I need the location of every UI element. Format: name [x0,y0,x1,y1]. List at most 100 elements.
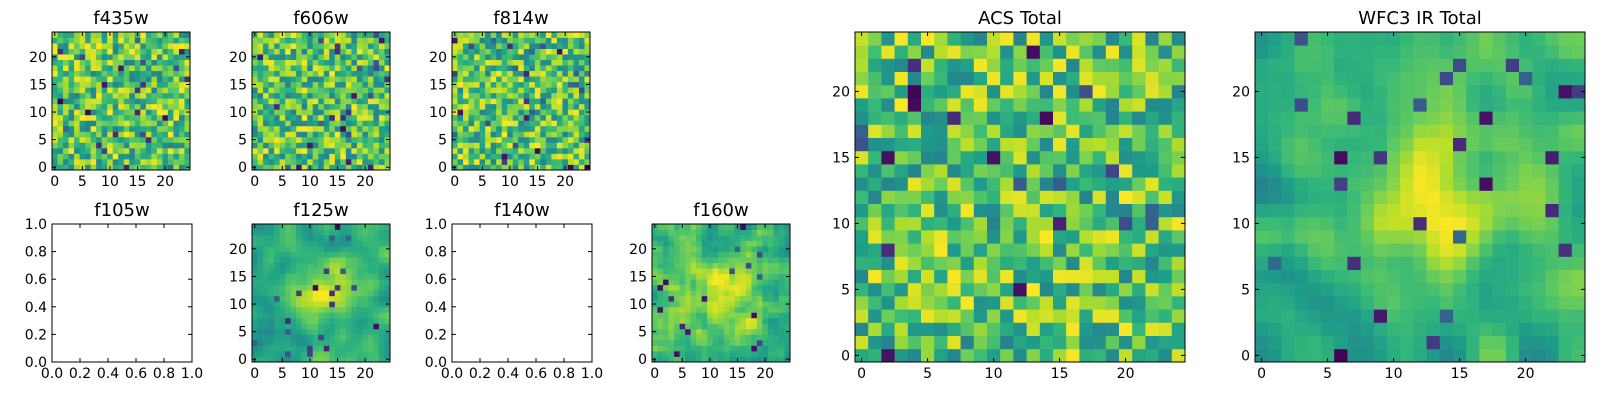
heatmap-cell [351,109,358,116]
heatmap-cell [290,328,297,335]
heatmap-cell [652,323,658,330]
heatmap-cell [312,323,319,330]
heatmap-cell [734,295,741,302]
heatmap-cell [384,37,391,44]
heatmap-cell [562,92,569,99]
heatmap-cell [340,120,347,127]
heatmap-cell [474,81,480,88]
heatmap-cell [167,98,174,105]
heatmap-cell [1571,111,1586,125]
heatmap-cell [312,125,319,132]
heatmap-cell [756,229,763,236]
heatmap-cell [1092,111,1107,125]
heatmap-cell [263,295,269,302]
heatmap-cell [690,257,697,264]
heatmap-cell [112,81,119,88]
heatmap-cell [334,142,341,149]
heatmap-cell [1307,243,1322,257]
heatmap-cell [74,76,80,83]
heatmap-cell [745,262,752,269]
heatmap-cell [140,158,147,165]
heatmap-cell [1387,150,1401,165]
heatmap-cell [162,87,169,94]
heatmap-cell [496,70,503,77]
heatmap-cell [367,109,374,116]
heatmap-cell [1158,71,1173,86]
heatmap-cell [279,131,286,138]
heatmap-cell [274,131,280,138]
heatmap-cell [1400,256,1414,270]
heatmap-cell [384,87,391,94]
heatmap-cell [1092,124,1107,138]
heatmap-cell [1532,177,1546,191]
heatmap-cell [881,137,895,152]
heatmap-cell [362,142,369,149]
heatmap-cell [463,43,469,49]
heatmap-cell [1053,58,1067,72]
heatmap-cell [690,240,697,247]
heatmap-cell [367,268,374,275]
heatmap-cell [921,348,935,363]
heatmap-cell [367,87,374,94]
heatmap-cell [496,92,503,99]
heatmap-cell [507,54,514,60]
heatmap-cell [184,131,191,138]
heatmap-cell [90,103,97,110]
heatmap-cell [334,54,341,60]
heatmap-cell [1105,177,1120,191]
heatmap-cell [674,350,680,357]
heatmap-cell [512,103,519,110]
heatmap-cell [518,147,525,154]
heatmap-cell [307,48,314,55]
heatmap-cell [1453,269,1467,284]
heatmap-cell [1387,296,1401,310]
heatmap-cell [263,339,269,346]
heatmap-cell [312,37,319,44]
heatmap-cell [367,48,374,55]
heatmap-cell [378,65,385,72]
heatmap-cell [107,103,114,110]
heatmap-cell [1466,203,1480,218]
heatmap-cell [934,150,948,165]
heatmap-cell [881,45,895,59]
heatmap-cell [987,98,1001,112]
heatmap-cell [345,224,352,230]
heatmap-cell [1387,309,1401,323]
heatmap-cell [1268,322,1282,336]
heatmap-cell [151,147,158,154]
heatmap-cell [318,109,325,116]
heatmap-cell [101,103,108,110]
heatmap-cell [1479,45,1493,59]
heatmap-cell [1439,348,1454,363]
heatmap-cell [318,279,325,286]
heatmap-cell [1000,190,1014,204]
heatmap-cell [1519,111,1533,125]
heatmap-cell [345,257,352,264]
heatmap-cell [351,87,358,94]
heatmap-cell [384,229,391,236]
heatmap-cell [947,84,961,99]
heatmap-cell [384,158,391,165]
heatmap-cell [107,76,114,83]
heatmap-cell [367,153,374,160]
heatmap-cell [668,323,675,330]
heatmap-cell [1519,230,1533,244]
heatmap-cell [96,147,103,154]
heatmap-cell [1132,124,1146,138]
heatmap-cell [367,103,374,110]
heatmap-cell [79,43,86,49]
heatmap-cell [578,65,585,72]
heatmap-cell [301,312,308,319]
heatmap-cell [79,153,86,160]
heatmap-cell [1519,243,1533,257]
y-tick-label: 0.0 [25,355,47,371]
heatmap-cell [1079,282,1093,297]
heatmap-cell [1439,190,1454,204]
heatmap-cell [184,76,191,83]
heatmap-cell [1066,269,1080,284]
heatmap-cell [1092,32,1107,46]
heatmap-cell [301,284,308,291]
heatmap-cell [1453,282,1467,297]
heatmap-cell [356,306,363,313]
heatmap-cell [134,92,141,99]
